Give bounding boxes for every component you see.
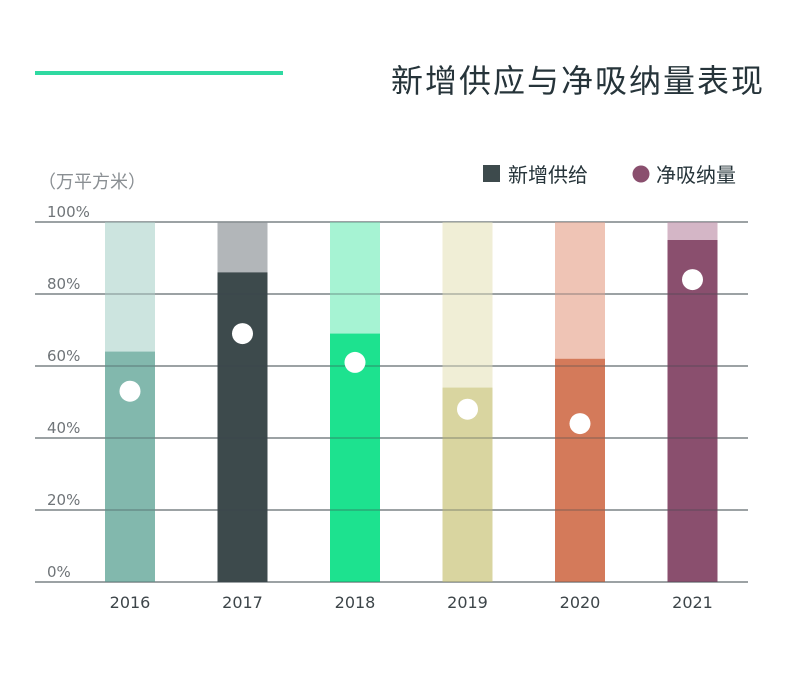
y-tick-label: 20% [47, 491, 80, 509]
x-tick-label-2020: 2020 [560, 593, 601, 612]
legend-supply-square-icon [483, 165, 500, 182]
legend-absorption-circle-icon [632, 165, 650, 183]
y-tick-label: 100% [47, 203, 90, 221]
absorption-point-2020 [569, 413, 591, 435]
legend-supply-label: 新增供给 [508, 163, 588, 187]
absorption-point-2016 [119, 380, 141, 402]
supply-bar-2019 [442, 387, 493, 582]
supply-bar-2017 [217, 272, 268, 582]
x-axis-tick-labels: 2016 2017 2018 2019 2020 2021 [110, 593, 713, 612]
x-tick-label-2019: 2019 [447, 593, 488, 612]
absorption-point-2021 [682, 269, 703, 291]
absorption-point-2018 [344, 351, 366, 373]
y-tick-label: 80% [47, 275, 80, 293]
chart-title: 新增供应与净吸纳量表现 [391, 62, 765, 100]
y-tick-label: 40% [47, 419, 80, 437]
gridlines-overlay [35, 221, 748, 583]
y-axis-tick-labels: 0% 20% 40% 60% 80% 100% [47, 203, 90, 581]
x-tick-label-2021: 2021 [672, 593, 713, 612]
x-tick-label-2018: 2018 [335, 593, 376, 612]
absorption-point-2017 [232, 323, 253, 345]
legend-absorption-label: 净吸纳量 [656, 163, 736, 187]
supply-bar-2021 [667, 240, 718, 582]
supply-bar-2020 [555, 358, 605, 582]
x-tick-label-2016: 2016 [110, 593, 151, 612]
y-tick-label: 0% [47, 563, 71, 581]
y-tick-label: 60% [47, 347, 80, 365]
absorption-points [119, 269, 703, 435]
x-tick-label-2017: 2017 [222, 593, 263, 612]
supply-bar-2018 [330, 333, 380, 582]
unit-label: （万平方米） [38, 172, 146, 193]
absorption-point-2019 [457, 398, 478, 420]
bars [105, 222, 718, 582]
